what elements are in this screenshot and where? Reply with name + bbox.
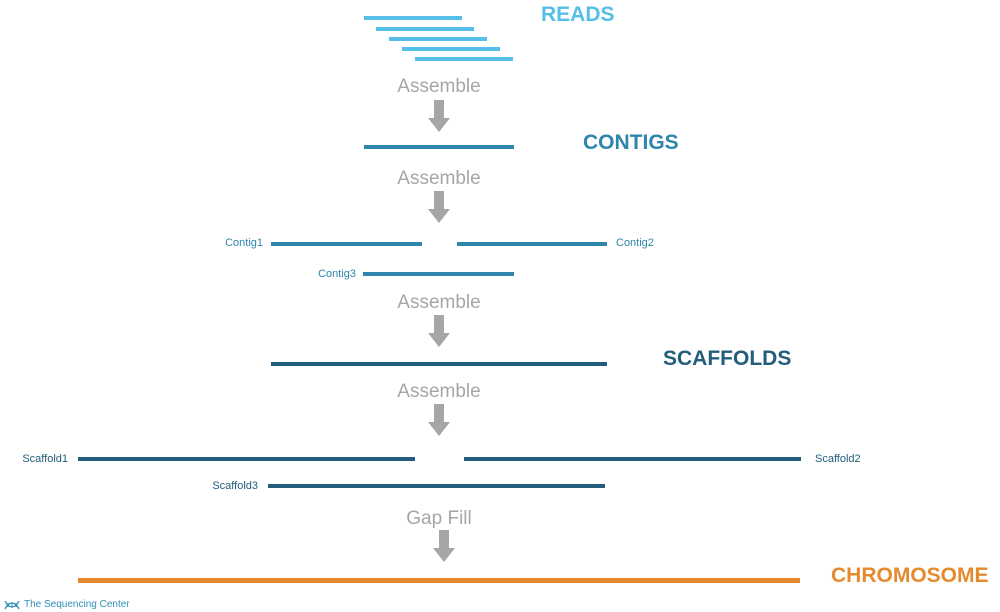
contig-bar	[271, 242, 422, 246]
contig-bar	[364, 145, 514, 149]
assemble-label: Assemble	[397, 76, 481, 97]
credit-text: The Sequencing Center	[24, 599, 130, 610]
contig-bar	[457, 242, 607, 246]
down-arrow-icon	[433, 530, 455, 562]
contig2-label: Contig2	[616, 237, 654, 249]
read-bar	[389, 37, 487, 41]
down-arrow-icon	[428, 100, 450, 132]
assemble-label: Assemble	[397, 292, 481, 313]
scaffolds-title: SCAFFOLDS	[663, 347, 792, 370]
assemble-label: Assemble	[397, 168, 481, 189]
scaffold3-label: Scaffold3	[212, 480, 258, 492]
contig3-label: Contig3	[318, 268, 356, 280]
scaffold-bar	[78, 457, 415, 461]
contig1-label: Contig1	[225, 237, 263, 249]
reads-title: READS	[541, 3, 615, 26]
dna-helix-icon	[4, 600, 20, 609]
scaffold2-label: Scaffold2	[815, 453, 861, 465]
chromosome-bar	[78, 578, 800, 583]
scaffold-bar	[271, 362, 607, 366]
credit: The Sequencing Center	[4, 598, 130, 611]
read-bar	[364, 16, 462, 20]
down-arrow-icon	[428, 404, 450, 436]
scaffold-bar	[464, 457, 801, 461]
read-bar	[402, 47, 500, 51]
scaffold-bar	[268, 484, 605, 488]
down-arrow-icon	[428, 315, 450, 347]
scaffold1-label: Scaffold1	[22, 453, 68, 465]
gap-fill-label: Gap Fill	[406, 508, 472, 529]
contig-bar	[363, 272, 514, 276]
contigs-title: CONTIGS	[583, 131, 679, 154]
chromosome-title: CHROMOSOME	[831, 564, 989, 587]
read-bar	[415, 57, 513, 61]
down-arrow-icon	[428, 191, 450, 223]
read-bar	[376, 27, 474, 31]
assemble-label: Assemble	[397, 381, 481, 402]
